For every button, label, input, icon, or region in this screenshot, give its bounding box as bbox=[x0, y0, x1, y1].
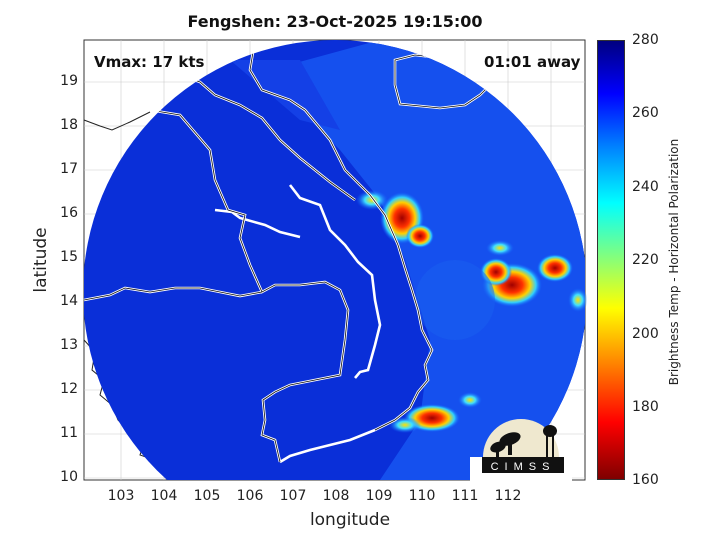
y-tick: 16 bbox=[60, 205, 78, 221]
colorbar-tick: 220 bbox=[632, 252, 659, 268]
cimss-logo: CIMSS bbox=[470, 419, 572, 481]
colorbar-tick: 260 bbox=[632, 105, 659, 121]
x-tick: 108 bbox=[322, 488, 350, 504]
x-axis-label: longitude bbox=[309, 510, 391, 530]
y-tick: 18 bbox=[60, 117, 78, 133]
x-tick: 112 bbox=[494, 488, 522, 504]
y-tick: 13 bbox=[60, 337, 78, 353]
colorbar-tick: 240 bbox=[632, 179, 659, 195]
time-away-label: 01:01 away bbox=[484, 53, 581, 71]
colorbar bbox=[597, 40, 625, 480]
colorbar-tick: 180 bbox=[632, 399, 659, 415]
y-axis-label: latitude bbox=[31, 227, 51, 293]
x-tick: 110 bbox=[408, 488, 436, 504]
y-tick: 15 bbox=[60, 249, 78, 265]
y-tick: 14 bbox=[60, 293, 78, 309]
y-tick: 11 bbox=[60, 425, 78, 441]
map-title: Fengshen: 23-Oct-2025 19:15:00 bbox=[187, 12, 483, 31]
y-tick: 10 bbox=[60, 469, 78, 485]
x-tick: 111 bbox=[451, 488, 479, 504]
y-tick: 12 bbox=[60, 381, 78, 397]
colorbar-tick: 200 bbox=[632, 326, 659, 342]
colorbar-tick: 280 bbox=[632, 32, 659, 48]
x-tick: 104 bbox=[150, 488, 178, 504]
y-tick: 17 bbox=[60, 161, 78, 177]
x-tick: 107 bbox=[279, 488, 307, 504]
x-tick: 106 bbox=[236, 488, 264, 504]
colorbar-label: Brightness Temp - Horizontal Polarizatio… bbox=[667, 138, 681, 386]
colorbar-tick: 160 bbox=[632, 472, 659, 488]
x-tick: 103 bbox=[107, 488, 135, 504]
vmax-label: Vmax: 17 kts bbox=[94, 53, 205, 71]
x-tick: 105 bbox=[193, 488, 221, 504]
y-tick: 19 bbox=[60, 73, 78, 89]
x-tick: 109 bbox=[365, 488, 393, 504]
logo-text: CIMSS bbox=[491, 461, 556, 473]
